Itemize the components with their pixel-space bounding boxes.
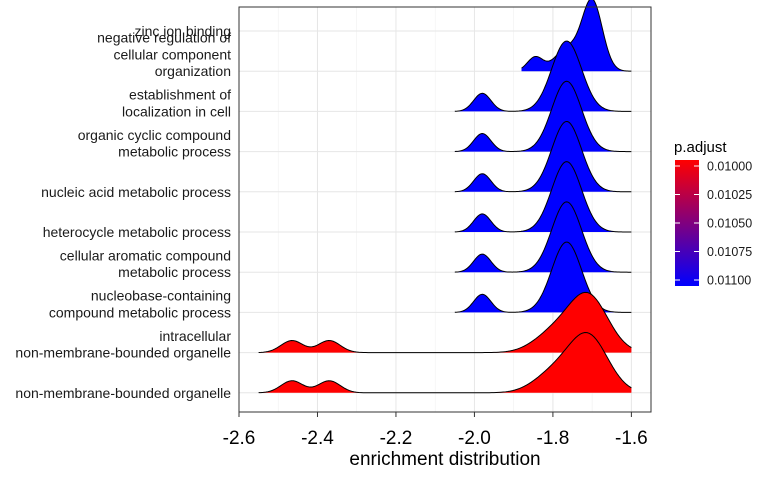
legend-tick-label: 0.01100 <box>707 274 751 288</box>
ridge-fill <box>454 81 632 152</box>
y-tick-label: cellular aromatic compound <box>60 247 231 263</box>
y-tick-label: cellular component <box>113 46 231 62</box>
y-tick-label: nucleic acid metabolic process <box>41 184 231 200</box>
y-tick-label: intracellular <box>159 328 231 344</box>
y-tick-label: heterocycle metabolic process <box>43 224 231 240</box>
legend-tick-label: 0.01000 <box>707 160 752 174</box>
ridge-outline <box>454 120 632 193</box>
plot-border <box>238 6 652 413</box>
ridge-layer <box>258 0 632 394</box>
ridge-fill <box>258 292 632 353</box>
y-tick-label: localization in cell <box>122 103 231 119</box>
ridge-outline <box>454 161 632 233</box>
ridge-fill <box>454 41 632 112</box>
ridge-fill <box>521 0 632 72</box>
legend-tick-label: 0.01050 <box>707 217 752 231</box>
legend-tick-label: 0.01075 <box>707 245 752 259</box>
ridge-fill <box>258 332 632 393</box>
x-axis: -2.6 -2.4 -2.2 -2.0 -1.8 -1.6 <box>223 412 648 449</box>
y-axis-labels: non-membrane-bounded organelleintracellu… <box>15 23 231 401</box>
legend-title: p.adjust <box>674 139 727 156</box>
ridge-outline <box>454 80 632 153</box>
y-tick-label: organization <box>155 63 231 79</box>
x-tick-label: -2.6 <box>223 428 256 449</box>
y-tick-label: metabolic process <box>118 264 231 280</box>
ridge-outline <box>258 332 632 394</box>
y-tick-label: compound metabolic process <box>49 304 231 320</box>
x-tick-label: -2.4 <box>301 428 334 449</box>
y-tick-label: establishment of <box>129 87 231 103</box>
x-tick-label: -1.6 <box>615 428 648 449</box>
legend: p.adjust 0.01000 0.01025 0.01050 0.01075 0.0… <box>674 139 752 288</box>
x-axis-title: enrichment distribution <box>349 449 540 470</box>
x-tick-label: -2.2 <box>380 428 413 449</box>
y-tick-label: zinc ion binding <box>134 23 231 39</box>
ridge-outline <box>258 291 632 354</box>
ridge-fill <box>454 201 632 273</box>
y-tick-label: metabolic process <box>118 144 231 160</box>
ridge-outline <box>454 201 632 273</box>
ridge-fill <box>454 161 632 232</box>
y-tick-label: non-membrane-bounded organelle <box>15 385 231 401</box>
y-tick-label: negative regulation of <box>97 30 231 46</box>
y-tick-label: organic cyclic compound <box>78 127 231 143</box>
ridge-fill <box>454 121 632 192</box>
ridge-outline <box>454 40 632 112</box>
legend-tick-label: 0.01025 <box>707 188 752 202</box>
x-tick-label: -2.0 <box>458 428 491 449</box>
y-tick-label: non-membrane-bounded organelle <box>15 345 231 361</box>
ridge-outline <box>521 0 632 72</box>
y-tick-label: nucleobase-containing <box>91 288 231 304</box>
x-tick-label: -1.8 <box>537 428 570 449</box>
